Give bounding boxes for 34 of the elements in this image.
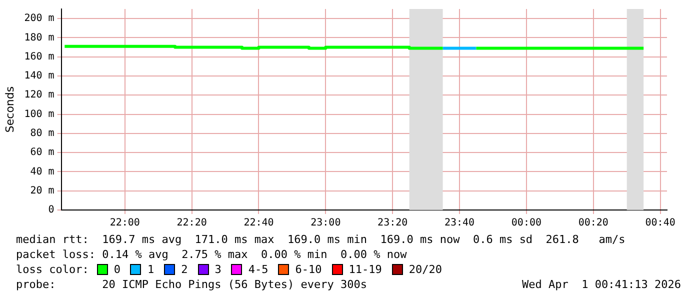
legend-label: 0: [112, 262, 120, 277]
legend-label: 1: [146, 262, 154, 277]
x-tick-label: 22:20: [176, 218, 207, 229]
x-tick-label: 22:00: [110, 218, 140, 229]
text: median rtt: 169.7 ms avg 171.0 ms max 169.0 ms min 169.0 ms now 0.6 ms sd 261.8 am/s: [16, 232, 626, 247]
x-tick-label: 23:40: [444, 218, 475, 229]
y-tick-label: 60 m: [30, 147, 54, 158]
legend-label: 20/20: [408, 262, 442, 277]
x-tick-label: 23:00: [310, 218, 341, 229]
y-tick-label: 180 m: [24, 32, 54, 44]
y-tick-label: 100 m: [24, 108, 54, 120]
x-tick-label: 22:40: [244, 218, 274, 229]
legend-label: 6-10: [294, 262, 322, 277]
legend-label: 11-19: [348, 262, 382, 277]
y-tick-label: 120 m: [24, 90, 54, 101]
text: packet loss: 0.14 % avg 2.75 % max 0.00 % min 0.00 % now: [16, 247, 408, 262]
y-axis-title: Seconds: [3, 86, 16, 133]
y-tick-label: 140 m: [24, 70, 54, 82]
legend-label: 4-5: [247, 262, 268, 277]
y-tick-label: 0: [48, 204, 54, 216]
x-tick-label: 23:20: [378, 218, 408, 229]
y-tick-label: 80 m: [30, 128, 54, 140]
y-tick-label: 20 m: [30, 185, 54, 196]
x-tick-label: 00:40: [645, 218, 676, 229]
text: probe: 20 ICMP Echo Pings (56 Bytes) every 300s: [16, 277, 367, 292]
x-tick-label: 00:00: [511, 218, 542, 229]
y-tick-label: 40 m: [30, 166, 54, 178]
y-tick-label: 200 m: [24, 13, 54, 24]
x-tick-label: 00:20: [578, 218, 608, 229]
legend-label: 3: [214, 262, 222, 277]
legend-title: loss color:: [16, 262, 89, 277]
y-tick-label: 160 m: [24, 51, 54, 62]
text: Wed Apr 1 00:41:13 2026: [522, 277, 681, 292]
legend-label: 2: [180, 262, 188, 277]
